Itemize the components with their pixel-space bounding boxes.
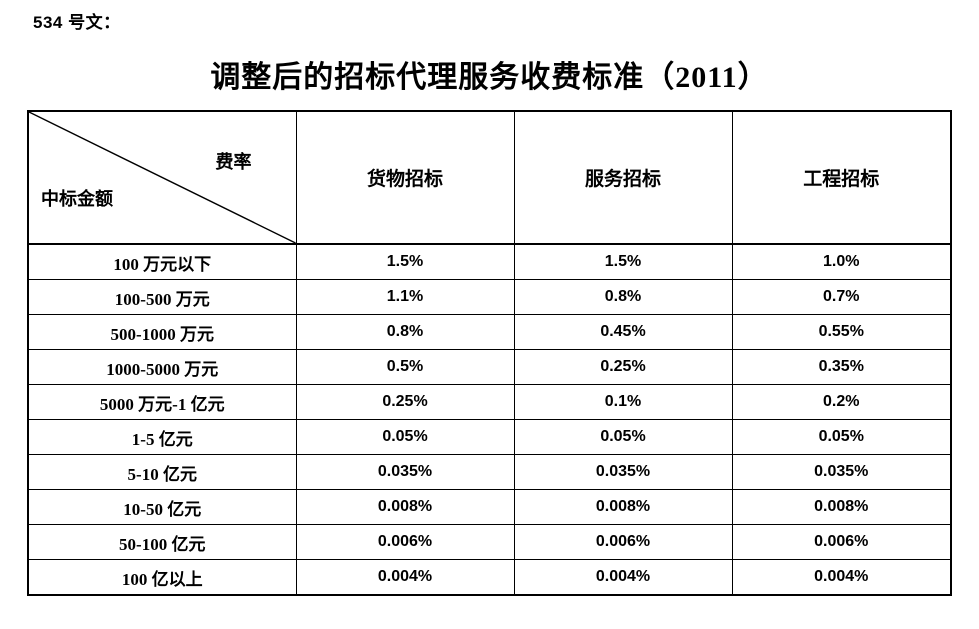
fee-value-cell: 0.006% (731, 524, 952, 560)
row-label-amount-tier: 100 万元以下 (27, 243, 297, 280)
fee-value-cell: 0.006% (295, 524, 515, 560)
fee-value-cell: 0.05% (513, 419, 733, 455)
fee-value-cell: 0.7% (731, 279, 952, 315)
row-label-amount-tier: 500-1000 万元 (27, 314, 297, 350)
fee-value-cell: 1.1% (295, 279, 515, 315)
page-title: 调整后的招标代理服务收费标准（2011） (210, 61, 769, 94)
fee-value-cell: 0.008% (731, 489, 952, 525)
row-label-amount-tier: 1-5 亿元 (27, 419, 297, 455)
row-label-amount-tier: 100 亿以上 (27, 559, 297, 596)
fee-value-cell: 0.008% (295, 489, 515, 525)
fee-value-cell: 0.004% (295, 559, 515, 596)
fee-value-cell: 0.8% (295, 314, 515, 350)
row-label-amount-tier: 5000 万元-1 亿元 (27, 384, 297, 420)
fee-value-cell: 0.035% (513, 454, 733, 490)
table-row: 100-500 万元 1.1% 0.8% 0.7% (27, 279, 952, 315)
header-row: 费率 中标金额 货物招标 服务招标 工程招标 (27, 110, 952, 245)
corner-label-rate: 费率 (215, 152, 252, 172)
table-row: 500-1000 万元 0.8% 0.45% 0.55% (27, 314, 952, 350)
diagonal-corner-cell: 费率 中标金额 (27, 110, 297, 245)
fee-value-cell: 0.004% (513, 559, 733, 596)
fee-value-cell: 0.1% (513, 384, 733, 420)
fee-value-cell: 0.45% (513, 314, 733, 350)
column-header-engineering: 工程招标 (731, 110, 952, 245)
table-row: 100 亿以上 0.004% 0.004% 0.004% (27, 559, 952, 596)
table-row: 5000 万元-1 亿元 0.25% 0.1% 0.2% (27, 384, 952, 420)
table-row: 1-5 亿元 0.05% 0.05% 0.05% (27, 419, 952, 455)
fee-value-cell: 1.5% (513, 243, 733, 280)
fee-value-cell: 0.006% (513, 524, 733, 560)
table-row: 5-10 亿元 0.035% 0.035% 0.035% (27, 454, 952, 490)
corner-label-award-amount: 中标金额 (41, 189, 113, 209)
fee-value-cell: 0.05% (731, 419, 952, 455)
column-header-goods: 货物招标 (295, 110, 515, 245)
row-label-amount-tier: 100-500 万元 (27, 279, 297, 315)
fee-value-cell: 1.0% (731, 243, 952, 280)
fee-value-cell: 0.35% (731, 349, 952, 385)
table-row: 50-100 亿元 0.006% 0.006% 0.006% (27, 524, 952, 560)
column-header-services: 服务招标 (513, 110, 733, 245)
fee-value-cell: 0.25% (513, 349, 733, 385)
fee-value-cell: 0.035% (295, 454, 515, 490)
table-row: 10-50 亿元 0.008% 0.008% 0.008% (27, 489, 952, 525)
document-reference: 534 号文： (33, 13, 121, 32)
row-label-amount-tier: 5-10 亿元 (27, 454, 297, 490)
diagonal-divider-line (29, 112, 296, 243)
row-label-amount-tier: 50-100 亿元 (27, 524, 297, 560)
fee-value-cell: 0.004% (731, 559, 952, 596)
fee-value-cell: 1.5% (295, 243, 515, 280)
fee-value-cell: 0.035% (731, 454, 952, 490)
fee-value-cell: 0.25% (295, 384, 515, 420)
table-row: 1000-5000 万元 0.5% 0.25% 0.35% (27, 349, 952, 385)
row-label-amount-tier: 1000-5000 万元 (27, 349, 297, 385)
fee-value-cell: 0.5% (295, 349, 515, 385)
fee-schedule-table: 费率 中标金额 货物招标 服务招标 工程招标 100 万元以下 1.5% 1.5% 1… (27, 110, 952, 596)
fee-table-body: 100 万元以下 1.5% 1.5% 1.0% 100-500 万元 1.1% 0.8% 0.… (27, 243, 952, 596)
row-label-amount-tier: 10-50 亿元 (27, 489, 297, 525)
table-row: 100 万元以下 1.5% 1.5% 1.0% (27, 243, 952, 280)
fee-value-cell: 0.55% (731, 314, 952, 350)
fee-value-cell: 0.2% (731, 384, 952, 420)
fee-value-cell: 0.05% (295, 419, 515, 455)
fee-value-cell: 0.008% (513, 489, 733, 525)
fee-value-cell: 0.8% (513, 279, 733, 315)
